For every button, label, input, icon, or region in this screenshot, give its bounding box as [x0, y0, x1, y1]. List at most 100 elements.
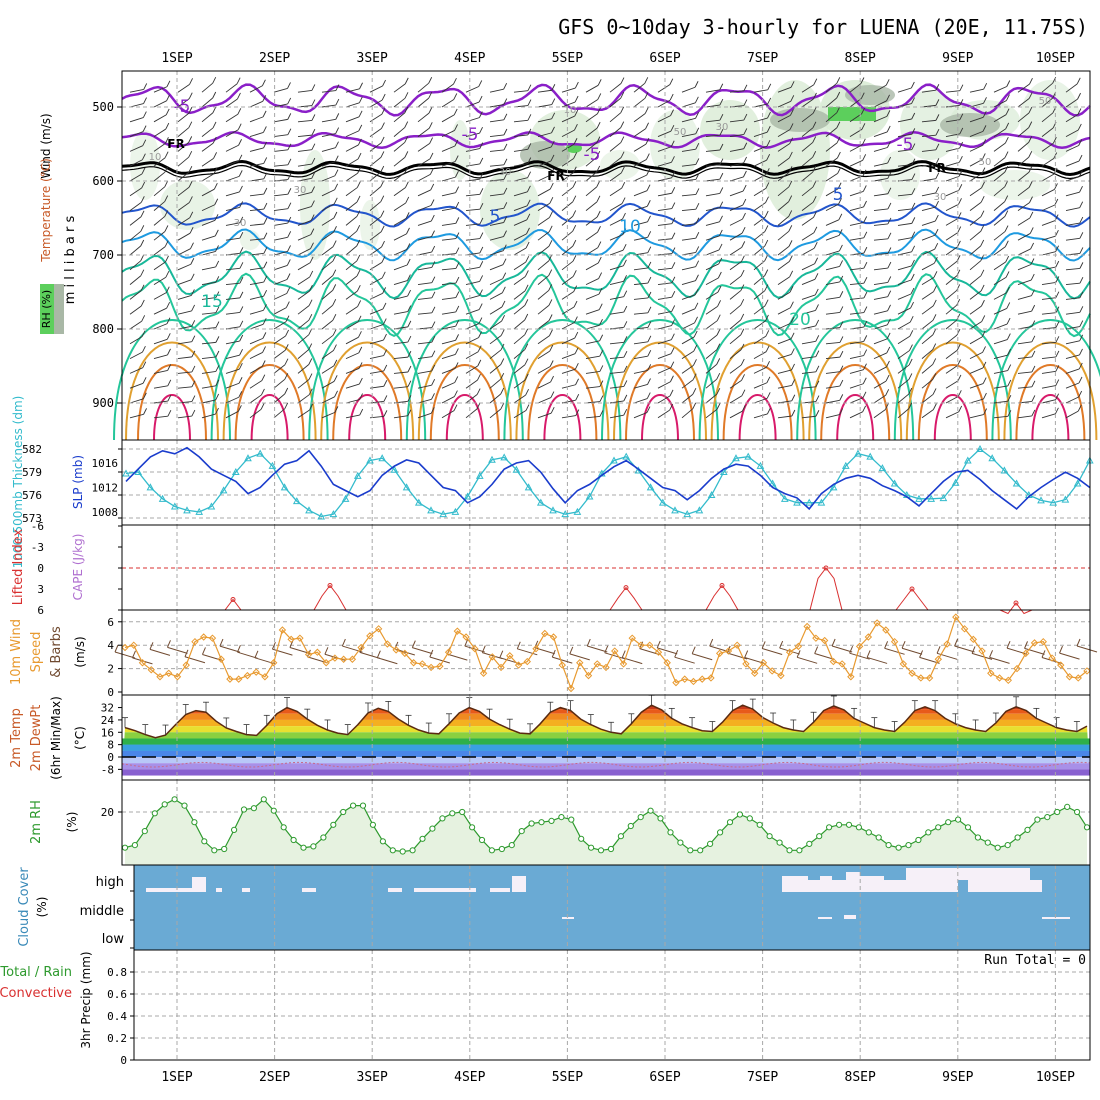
upper-wind-barb-flag — [981, 315, 986, 322]
upper-wind-barb — [753, 305, 766, 315]
upper-wind-barb — [513, 290, 526, 300]
upper-wind-barb — [153, 338, 168, 345]
upper-wind-barb-flag — [141, 330, 146, 337]
upper-wind-barb — [1041, 399, 1056, 404]
humidity-point — [548, 817, 555, 825]
upper-wind-barb-flag — [863, 216, 868, 223]
upper-wind-barb-flag — [359, 82, 363, 89]
wind-speed-point — [803, 622, 811, 631]
upper-wind-barb-flag — [549, 344, 554, 352]
surface-wind-barb-flag — [376, 650, 381, 658]
upper-wind-barb — [681, 393, 694, 404]
upper-wind-barb-flag — [932, 343, 937, 350]
upper-wind-barb — [129, 245, 142, 256]
upper-wind-barb-flag — [695, 158, 700, 165]
thickness-point — [671, 506, 679, 514]
upper-wind-barb-flag — [959, 156, 963, 163]
upper-wind-barb — [129, 290, 142, 300]
upper-wind-barb-flag — [548, 240, 553, 247]
upper-wind-barb — [801, 98, 814, 108]
temp-contour-warm — [710, 341, 805, 441]
upper-wind-barb — [153, 86, 168, 93]
upper-wind-barb-flag — [1055, 350, 1060, 358]
upper-wind-barb — [249, 100, 263, 108]
upper-wind-barb — [633, 412, 648, 419]
upper-wind-barb-flag — [670, 140, 675, 147]
upper-wind-barb-flag — [142, 361, 147, 368]
upper-wind-barb-flag — [1028, 166, 1033, 173]
upper-wind-barb — [297, 364, 310, 374]
upper-wind-barb-flag — [164, 195, 169, 202]
upper-wind-barb — [177, 112, 190, 123]
upper-wind-barb-flag — [479, 188, 484, 195]
upper-wind-barb-flag — [165, 137, 169, 144]
upper-wind-barb — [969, 187, 982, 197]
upper-wind-barb — [345, 383, 360, 389]
rh-contour-label: 50 — [1039, 96, 1052, 107]
upper-wind-barb — [921, 89, 936, 93]
upper-wind-barb-flag — [574, 316, 578, 323]
thickness-point — [939, 494, 948, 502]
upper-wind-barb — [225, 237, 240, 241]
wind-speed-point — [357, 643, 365, 652]
upper-wind-barb-flag — [550, 391, 555, 398]
upper-wind-barb-flag — [431, 306, 436, 313]
pressure-tick-label: 700 — [92, 248, 114, 262]
humidity-point — [439, 815, 446, 822]
humidity-point — [1014, 834, 1021, 841]
upper-wind-barb-flag — [740, 358, 745, 366]
upper-wind-barb-flag — [620, 91, 625, 99]
upper-wind-barb — [369, 85, 383, 93]
upper-wind-barb — [249, 295, 264, 300]
upper-wind-barb — [417, 297, 432, 300]
thickness-point — [524, 483, 533, 491]
upper-wind-barb-flag — [284, 344, 289, 351]
upper-wind-barb-flag — [766, 153, 771, 161]
rh-contour-label: 50 — [674, 127, 687, 138]
upper-wind-barb — [705, 291, 719, 300]
upper-wind-barb-flag — [524, 343, 529, 350]
upper-wind-barb-flag — [718, 229, 723, 237]
upper-wind-barb — [537, 397, 552, 404]
upper-wind-barb-flag — [356, 224, 361, 232]
upper-wind-barb — [657, 381, 671, 389]
upper-wind-barb-flag — [500, 402, 505, 410]
upper-wind-barb-flag — [863, 306, 868, 313]
upper-wind-barb-flag — [620, 121, 625, 128]
upper-wind-barb-flag — [935, 114, 940, 121]
upper-wind-barb — [465, 408, 478, 419]
upper-wind-barb — [537, 132, 552, 138]
upper-wind-barb — [177, 386, 192, 389]
date-label-bottom: 3SEP — [357, 1070, 388, 1085]
surface-wind-barb-flag — [936, 646, 941, 654]
date-label-bottom: 4SEP — [454, 1070, 485, 1085]
upper-wind-barb — [729, 90, 744, 93]
upper-wind-barb — [729, 119, 744, 123]
wind-speed-point — [532, 645, 540, 653]
upper-wind-barb-flag — [188, 136, 193, 143]
humidity-point — [717, 829, 724, 836]
surface-wind-barb — [517, 648, 538, 656]
upper-wind-barb-flag — [335, 98, 340, 106]
upper-wind-barb — [801, 415, 816, 419]
thickness-point — [366, 456, 374, 464]
upper-wind-barb-flag — [764, 284, 769, 291]
upper-wind-barb-flag — [287, 113, 292, 120]
upper-wind-barb-flag — [380, 136, 385, 144]
upper-wind-barb — [681, 350, 695, 359]
upper-wind-barb-flag — [959, 141, 964, 149]
wind-speed-point — [506, 652, 514, 660]
upper-wind-barb-flag — [335, 113, 340, 120]
upper-wind-barb-flag — [1007, 394, 1012, 402]
upper-wind-barb-flag — [646, 392, 651, 399]
cloud-level-label: middle — [80, 904, 124, 919]
wind-speed-point — [855, 642, 864, 651]
upper-wind-barb-flag — [695, 188, 700, 195]
upper-wind-barb-flag — [767, 97, 772, 105]
upper-wind-barb-flag — [525, 404, 530, 411]
upper-wind-barb-flag — [141, 167, 146, 175]
humidity-point — [191, 819, 198, 826]
upper-wind-barb-flag — [815, 335, 820, 342]
thickness-point — [744, 452, 753, 460]
upper-wind-barb-flag — [502, 244, 507, 251]
